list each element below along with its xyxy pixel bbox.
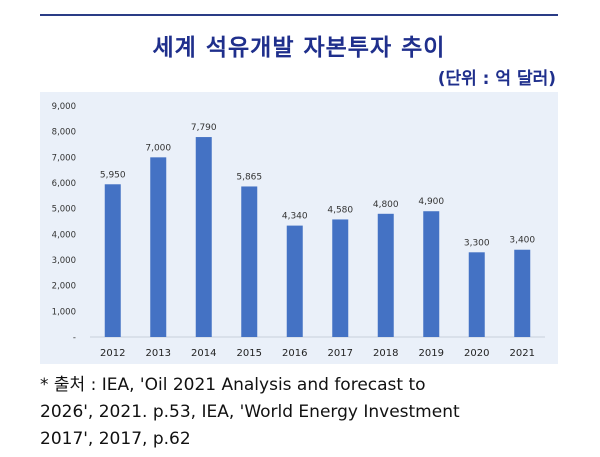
data-label: 5,865: [236, 172, 262, 182]
chart-area: - 1,000 2,000 3,000 4,000 5,000 6,000 7,000 8,00…: [40, 92, 558, 364]
bar: [468, 252, 485, 337]
y-tick-label: 8,000: [52, 128, 76, 138]
x-tick-label: 2016: [282, 348, 307, 359]
data-label: 4,800: [373, 200, 399, 210]
x-tick-label: 2013: [146, 348, 171, 359]
y-tick-label: 7,000: [52, 153, 76, 163]
x-tick-label: 2015: [237, 348, 262, 359]
data-label: 5,950: [100, 170, 126, 180]
unit-label: (단위 : 억 달러): [437, 69, 556, 89]
y-tick-label: 2,000: [52, 282, 76, 292]
bar: [514, 249, 531, 337]
data-label: 4,340: [282, 212, 308, 222]
x-tick-label: 2012: [100, 348, 125, 359]
y-tick-label: 1,000: [52, 307, 76, 317]
x-tick-label: 2019: [419, 348, 444, 359]
source-line-1: * 출처 : IEA, 'Oil 2021 Analysis and forec…: [40, 375, 426, 395]
y-tick-label: 6,000: [52, 179, 76, 189]
bar: [286, 225, 303, 337]
y-tick-label: 9,000: [52, 102, 76, 112]
data-label: 3,300: [464, 238, 490, 248]
data-label: 3,400: [509, 236, 535, 246]
bar: [150, 157, 167, 337]
bar: [377, 213, 394, 337]
x-tick-label: 2021: [510, 348, 535, 359]
y-tick-label: 5,000: [52, 205, 76, 215]
y-tick-label: 3,000: [52, 256, 76, 266]
bar: [423, 211, 440, 337]
source-line-3: 2017', 2017, p.62: [40, 429, 191, 449]
bar-chart: - 1,000 2,000 3,000 4,000 5,000 6,000 7,000 8,00…: [52, 102, 545, 359]
data-label: 4,580: [327, 205, 353, 215]
x-tick-label: 2017: [328, 348, 353, 359]
bar: [241, 186, 258, 337]
source-line-2: 2026', 2021. p.53, IEA, 'World Energy In…: [40, 402, 460, 422]
bar: [104, 184, 121, 337]
data-label: 7,790: [191, 123, 217, 133]
bar: [195, 137, 212, 337]
x-tick-label: 2018: [373, 348, 398, 359]
data-label: 4,900: [418, 197, 444, 207]
data-label: 7,000: [145, 143, 171, 153]
y-tick-label: 4,000: [52, 230, 76, 240]
chart-title: 세계 석유개발 자본투자 추이: [152, 35, 446, 61]
y-tick-label: -: [73, 333, 76, 343]
x-tick-label: 2020: [464, 348, 489, 359]
source-note: * 출처 : IEA, 'Oil 2021 Analysis and forec…: [40, 372, 560, 453]
x-tick-label: 2014: [191, 348, 216, 359]
bar: [332, 219, 349, 337]
top-rule: [40, 14, 558, 16]
